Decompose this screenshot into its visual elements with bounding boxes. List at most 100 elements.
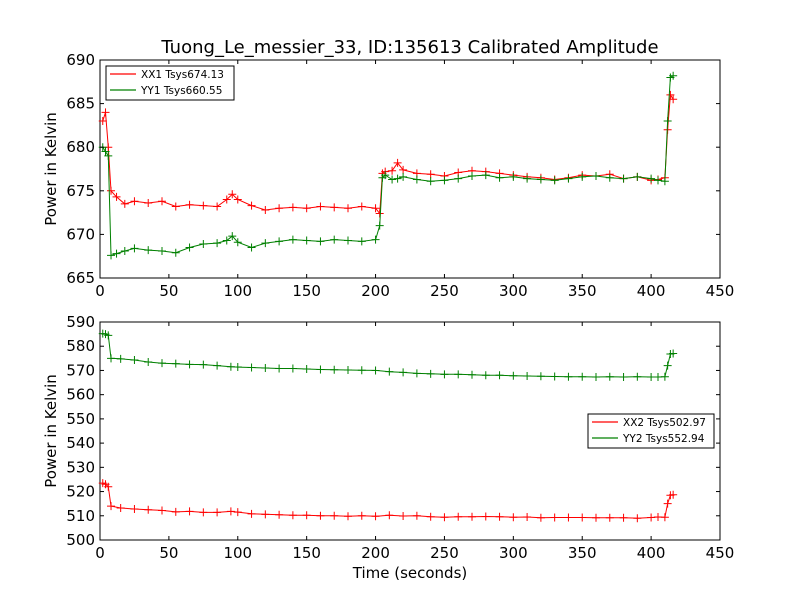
chart-title: Tuong_Le_messier_33, ID:135613 Calibrate… bbox=[160, 37, 658, 58]
top-point-yy1 bbox=[344, 236, 352, 245]
top-point-xx1 bbox=[316, 202, 325, 211]
top-point-xx1 bbox=[288, 203, 297, 212]
bottom-point-yy2 bbox=[564, 372, 573, 381]
bottom-point-yy2 bbox=[107, 354, 116, 363]
top-point-yy1 bbox=[495, 173, 504, 182]
bottom-point-yy2 bbox=[440, 370, 449, 379]
bottom-point-yy2 bbox=[578, 372, 587, 381]
bottom-ytick-label: 540 bbox=[66, 434, 95, 452]
top-point-yy1 bbox=[663, 117, 672, 126]
bottom-point-xx2 bbox=[663, 499, 672, 508]
top-point-xx1 bbox=[112, 192, 121, 201]
top-point-yy1 bbox=[578, 172, 587, 181]
top-point-yy1 bbox=[222, 236, 231, 245]
bottom-xtick-label: 0 bbox=[95, 544, 105, 562]
top-point-yy1 bbox=[185, 243, 194, 252]
bottom-point-yy2 bbox=[288, 364, 297, 373]
top-point-yy1 bbox=[112, 249, 121, 258]
bottom-point-xx2 bbox=[454, 512, 463, 521]
bottom-point-yy2 bbox=[185, 360, 194, 369]
top-point-yy1 bbox=[375, 221, 384, 230]
top-point-yy1 bbox=[536, 175, 545, 184]
top-point-yy1 bbox=[233, 238, 242, 247]
bottom-point-xx2 bbox=[660, 513, 669, 522]
bottom-point-xx2 bbox=[481, 512, 490, 521]
bottom-point-xx2 bbox=[104, 482, 113, 491]
bottom-point-xx2 bbox=[107, 502, 116, 511]
top-point-yy1 bbox=[261, 239, 270, 248]
top-ytick-label: 670 bbox=[66, 225, 95, 243]
top-point-yy1 bbox=[426, 177, 435, 186]
bottom-point-yy2 bbox=[633, 372, 642, 381]
bottom-point-yy2 bbox=[144, 357, 153, 366]
bottom-point-yy2 bbox=[481, 371, 490, 380]
top-ytick-label: 690 bbox=[66, 51, 95, 69]
bottom-point-xx2 bbox=[633, 514, 642, 523]
top-xtick-label: 150 bbox=[292, 282, 321, 300]
bottom-point-yy2 bbox=[399, 368, 408, 377]
bottom-point-yy2 bbox=[592, 372, 600, 381]
bottom-plot-ticks: 0 50 100 150 200 250 300 350 400 450 500 510 520 530 5… bbox=[66, 313, 734, 562]
bottom-xtick-label: 200 bbox=[361, 544, 390, 562]
top-point-yy1 bbox=[393, 174, 402, 183]
top-point-xx1 bbox=[666, 90, 675, 99]
bottom-point-yy2 bbox=[302, 364, 311, 373]
top-point-yy1 bbox=[481, 171, 490, 180]
bottom-point-yy2 bbox=[454, 370, 463, 379]
top-point-xx1 bbox=[247, 201, 256, 210]
top-point-yy1 bbox=[633, 172, 642, 181]
bottom-point-yy2 bbox=[344, 365, 352, 374]
top-point-xx1 bbox=[426, 170, 435, 179]
bottom-point-yy2 bbox=[226, 362, 235, 371]
bottom-point-xx2 bbox=[158, 506, 166, 515]
bottom-point-xx2 bbox=[233, 508, 242, 517]
top-xtick-label: 250 bbox=[430, 282, 459, 300]
bottom-point-xx2 bbox=[344, 512, 352, 521]
bottom-point-yy2 bbox=[130, 356, 139, 365]
bottom-ytick-label: 560 bbox=[66, 386, 95, 404]
top-point-xx1 bbox=[228, 190, 237, 199]
top-point-xx1 bbox=[388, 166, 397, 175]
bottom-point-yy2 bbox=[550, 372, 559, 381]
bottom-point-yy2 bbox=[199, 360, 208, 369]
top-point-yy1 bbox=[213, 239, 222, 248]
top-point-yy1 bbox=[381, 171, 390, 180]
bottom-point-xx2 bbox=[412, 511, 421, 520]
bottom-point-xx2 bbox=[330, 511, 339, 520]
top-point-xx1 bbox=[275, 204, 284, 213]
top-point-yy1 bbox=[669, 71, 678, 80]
top-point-xx1 bbox=[399, 165, 408, 174]
top-point-xx1 bbox=[222, 195, 231, 204]
top-point-xx1 bbox=[302, 204, 311, 213]
bottom-point-yy2 bbox=[468, 370, 476, 379]
top-xtick-label: 350 bbox=[568, 282, 597, 300]
bottom-point-xx2 bbox=[619, 513, 628, 522]
top-point-xx1 bbox=[357, 202, 366, 211]
bottom-xtick-label: 300 bbox=[499, 544, 528, 562]
bottom-point-yy2 bbox=[357, 366, 366, 375]
bottom-point-xx2 bbox=[523, 512, 532, 521]
top-ytick-label: 665 bbox=[66, 269, 95, 287]
bottom-point-yy2 bbox=[104, 331, 113, 340]
top-point-xx1 bbox=[144, 199, 153, 208]
bottom-point-yy2 bbox=[647, 372, 656, 381]
bottom-xtick-label: 450 bbox=[706, 544, 735, 562]
top-point-yy1 bbox=[144, 246, 153, 255]
bottom-point-yy2 bbox=[116, 354, 125, 363]
bottom-point-xx2 bbox=[592, 513, 600, 522]
top-plot-series bbox=[98, 71, 678, 260]
bottom-point-xx2 bbox=[578, 513, 587, 522]
top-point-yy1 bbox=[371, 235, 380, 244]
bottom-point-yy2 bbox=[158, 359, 166, 368]
bottom-point-xx2 bbox=[226, 507, 235, 516]
top-point-xx1 bbox=[98, 117, 107, 126]
bottom-point-yy2 bbox=[654, 372, 662, 381]
top-point-xx1 bbox=[393, 158, 402, 167]
bottom-ytick-label: 570 bbox=[66, 361, 95, 379]
bottom-point-yy2 bbox=[536, 372, 545, 381]
bottom-point-yy2 bbox=[233, 363, 242, 372]
bottom-point-xx2 bbox=[357, 511, 366, 520]
top-point-yy1 bbox=[130, 244, 139, 253]
bottom-plot-ylabel: Power in Kelvin bbox=[42, 374, 60, 488]
